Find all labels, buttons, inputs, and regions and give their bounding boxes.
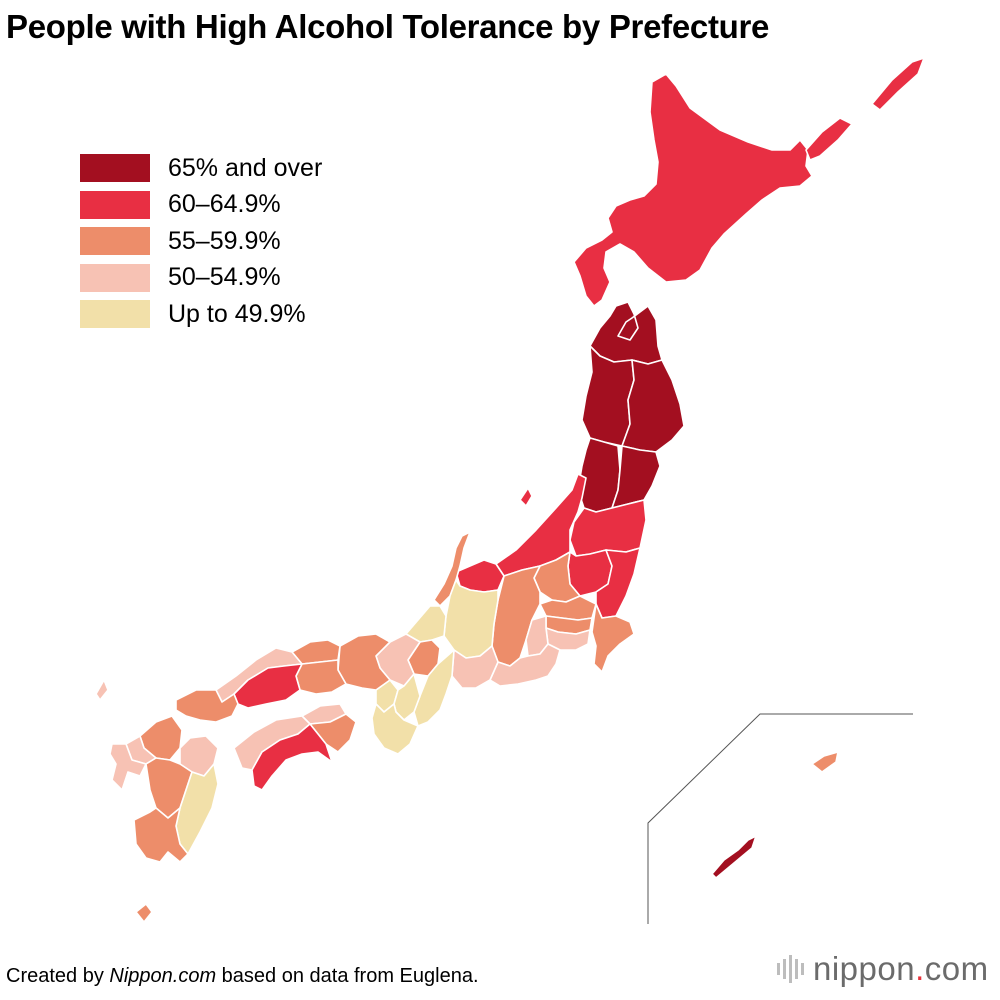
region-hiroshima: [233, 663, 303, 709]
source-credit: Created by Nippon.com based on data from…: [6, 965, 479, 988]
credit-suffix: based on data from Euglena.: [216, 965, 479, 987]
brand-wordmark: nippon.com: [813, 950, 989, 988]
legend-label: 50–54.9%: [168, 263, 281, 292]
legend-item-up-to-49: Up to 49.9%: [80, 296, 322, 333]
region-ishikawa: [433, 531, 471, 607]
legend: 65% and over 60–64.9% 55–59.9% 50–54.9% …: [80, 150, 322, 333]
region-shizuoka: [489, 643, 561, 687]
region-okayama: [295, 659, 347, 695]
region-aomori: [589, 301, 663, 365]
brand-name: nippon: [813, 950, 916, 987]
inset-frame-line: [647, 713, 913, 924]
brand-logo: nippon.com: [775, 950, 989, 988]
legend-label: 65% and over: [168, 153, 323, 182]
region-kochi: [251, 723, 333, 791]
legend-swatch: [80, 190, 150, 219]
region-fukushima: [569, 499, 647, 557]
region-nagasaki: [95, 679, 109, 701]
region-yamaguchi: [175, 689, 239, 723]
legend-swatch: [80, 227, 150, 256]
brand-dot: .: [915, 950, 925, 987]
legend-label: 55–59.9%: [168, 226, 281, 255]
region-aichi: [451, 645, 499, 689]
region-gifu: [443, 579, 499, 659]
credit-prefix: Created by: [6, 965, 110, 987]
legend-label: Up to 49.9%: [168, 299, 306, 328]
legend-item-60-64: 60–64.9%: [80, 187, 322, 224]
legend-swatch: [80, 300, 150, 329]
region-wakayama: [371, 703, 419, 755]
region-chiba: [591, 603, 635, 673]
legend-swatch: [80, 263, 150, 292]
legend-item-65-and-over: 65% and over: [80, 150, 322, 187]
legend-label: 60–64.9%: [168, 190, 281, 219]
brand-tld: com: [924, 950, 989, 987]
legend-item-50-54: 50–54.9%: [80, 260, 322, 297]
region-hokkaido: [573, 73, 813, 307]
region-akita: [581, 345, 635, 447]
legend-item-55-59: 55–59.9%: [80, 223, 322, 260]
region-kagoshima: [133, 807, 189, 863]
region-kagoshima: [811, 751, 839, 773]
map-title: People with High Alcohol Tolerance by Pr…: [6, 8, 770, 45]
region-miyazaki: [175, 763, 219, 855]
region-okinawa: [711, 835, 757, 879]
credit-source: Nippon.com: [109, 965, 217, 987]
region-kagoshima: [135, 903, 153, 923]
region-hokkaido: [871, 57, 925, 111]
region-niigata: [519, 487, 533, 507]
legend-swatch: [80, 154, 150, 183]
nippon-com-logo-icon: [777, 955, 804, 983]
region-hokkaido: [805, 117, 853, 161]
region-nagasaki: [109, 743, 147, 791]
region-iwate: [621, 359, 685, 453]
